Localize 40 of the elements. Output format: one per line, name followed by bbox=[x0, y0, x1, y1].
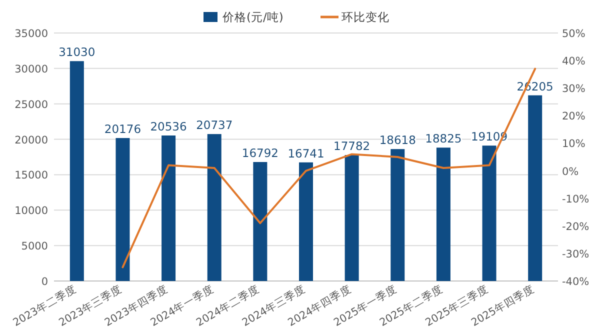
y-tick-label: 35000 bbox=[14, 28, 48, 40]
y2-tick-label: 30% bbox=[562, 83, 586, 96]
data-label: 18825 bbox=[425, 132, 462, 146]
y-tick-label: 25000 bbox=[14, 98, 48, 111]
y-tick-label: 15000 bbox=[14, 170, 48, 182]
bar bbox=[70, 61, 84, 281]
data-label: 20176 bbox=[104, 122, 142, 136]
bar bbox=[116, 138, 130, 281]
y2-tick-label: -30% bbox=[562, 248, 590, 260]
bar bbox=[344, 155, 359, 281]
y2-tick-label: 50% bbox=[562, 28, 586, 40]
y2-tick-label: 40% bbox=[562, 56, 586, 68]
bar bbox=[482, 146, 496, 281]
data-label: 18618 bbox=[379, 133, 416, 148]
bar bbox=[528, 95, 542, 281]
y2-tick-label: 0% bbox=[562, 166, 579, 178]
y-tick-label: 20000 bbox=[14, 134, 48, 146]
data-label: 16741 bbox=[288, 146, 324, 160]
y-tick-label: 0 bbox=[41, 276, 48, 288]
bar bbox=[390, 149, 405, 281]
y2-tick-label: 20% bbox=[562, 110, 586, 123]
data-label: 31030 bbox=[58, 45, 96, 60]
bar bbox=[436, 148, 450, 281]
y-tick-label: 30000 bbox=[14, 63, 48, 76]
bar bbox=[299, 162, 313, 281]
data-label: 16792 bbox=[242, 146, 278, 160]
bar bbox=[253, 162, 268, 281]
data-label: 20737 bbox=[196, 118, 233, 132]
data-label: 20536 bbox=[150, 119, 187, 134]
y2-tick-label: -20% bbox=[562, 220, 590, 233]
y-tick-label: 5000 bbox=[21, 240, 48, 253]
y-tick-label: 10000 bbox=[14, 205, 48, 218]
legend-label: 价格(元/吨) bbox=[222, 10, 284, 24]
data-label: 17782 bbox=[334, 139, 370, 153]
bar bbox=[162, 135, 176, 281]
bar bbox=[207, 134, 222, 281]
y2-tick-label: -40% bbox=[562, 276, 590, 288]
y2-tick-label: 10% bbox=[562, 138, 586, 150]
y2-tick-label: -10% bbox=[562, 193, 590, 206]
legend-label: 环比变化 bbox=[342, 10, 390, 24]
